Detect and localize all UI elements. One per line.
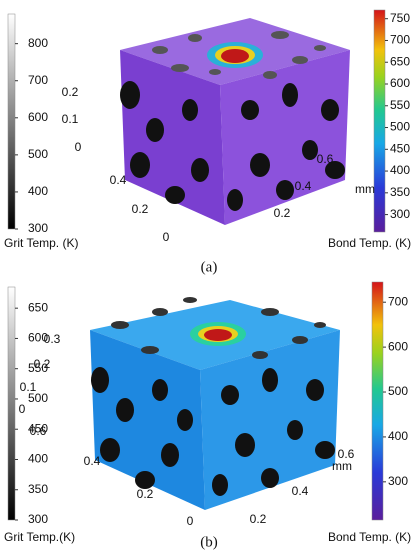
- colorbar-tick-label: 400: [390, 163, 410, 177]
- colorbar-tick-label: 700: [28, 73, 48, 87]
- colorbar-tick-label: 800: [28, 36, 48, 50]
- colorbar-tick-label: 650: [390, 54, 410, 68]
- colorbar-tick-label: 300: [388, 474, 408, 488]
- cube-b: [90, 297, 340, 510]
- axis-tick-label: 0.4: [110, 173, 127, 187]
- colorbar-tick-label: 500: [390, 120, 410, 134]
- caption: (b): [200, 534, 218, 550]
- colorbar-tick-label: 700: [388, 294, 408, 308]
- axis-tick-label: 0.2: [132, 202, 149, 216]
- axis-tick-label: 0: [75, 140, 82, 154]
- colorbar-tick-label: 400: [28, 452, 48, 466]
- axis-tick-label: 0.2: [274, 206, 291, 220]
- colorbar-tick-label: 300: [390, 207, 410, 221]
- axis-unit: mm: [332, 459, 352, 473]
- colorbar-label: Bond Temp. (K): [328, 530, 411, 544]
- axis-tick-label: 0.1: [62, 112, 79, 126]
- colorbar-tick-label: 600: [388, 339, 408, 353]
- axis-tick-label: 0.1: [20, 380, 37, 394]
- axis-tick-label: 0.3: [44, 332, 61, 346]
- caption: (a): [201, 259, 218, 275]
- colorbar-tick-label: 700: [390, 33, 410, 47]
- colorbar-label: Bond Temp. (K): [328, 236, 411, 250]
- axis-tick-label: 0: [187, 514, 194, 528]
- colorbar-tick-label: 600: [28, 110, 48, 124]
- colorbar-tick-label: 350: [390, 185, 410, 199]
- colorbar-label: Grit Temp.(K): [4, 530, 75, 544]
- axis-unit: mm: [355, 182, 375, 196]
- axis-tick-label: 0.2: [34, 357, 51, 371]
- colorbar-tick-label: 600: [390, 76, 410, 90]
- axis-tick-label: 0: [163, 230, 170, 244]
- colorbar-tick-label: 400: [28, 184, 48, 198]
- colorbar-tick-label: 450: [390, 141, 410, 155]
- axis-tick-label: 0.4: [84, 454, 101, 468]
- axis-tick-label: 0.6: [30, 424, 47, 438]
- figure: 300 400 500 600 700 800 300 350 400 450 500 550 600 6…: [0, 0, 418, 552]
- colorbar: [372, 282, 383, 520]
- colorbar-tick-label: 500: [28, 147, 48, 161]
- colorbar: [8, 14, 15, 229]
- colorbar-tick-label: 400: [388, 429, 408, 443]
- colorbar-tick-label: 300: [28, 512, 48, 526]
- cube-a: [120, 18, 350, 225]
- axis-tick-label: 0.6: [317, 152, 334, 166]
- colorbar: [8, 287, 15, 520]
- colorbar-tick-label: 550: [390, 98, 410, 112]
- colorbar-tick-label: 750: [390, 11, 410, 25]
- axis-tick-label: 0.4: [292, 484, 309, 498]
- axis-tick-label: 0.2: [250, 512, 267, 526]
- axis-tick-label: 0.2: [137, 487, 154, 501]
- colorbar-tick-label: 500: [388, 384, 408, 398]
- colorbar: [374, 10, 385, 232]
- colorbar-tick-label: 300: [28, 221, 48, 235]
- axis-tick-label: 0.4: [295, 179, 312, 193]
- axis-tick-label: 0: [19, 402, 26, 416]
- colorbar-label: Grit Temp. (K): [4, 236, 78, 250]
- colorbar-tick-label: 350: [28, 482, 48, 496]
- colorbar-tick-label: 650: [28, 300, 48, 314]
- axis-tick-label: 0.2: [62, 85, 79, 99]
